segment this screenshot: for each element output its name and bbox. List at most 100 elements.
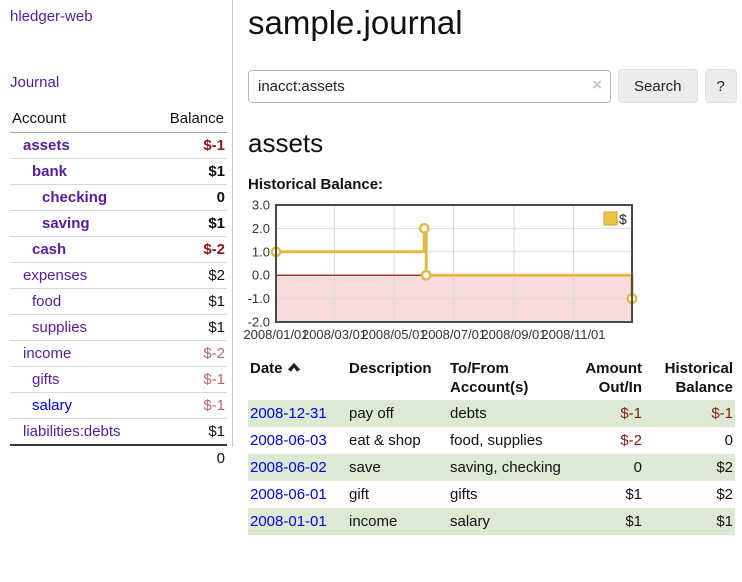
register-row: 2008-01-01 income salary $1 $1 xyxy=(248,508,735,535)
sort-ascending-icon xyxy=(287,360,301,379)
register-date-link[interactable]: 2008-01-01 xyxy=(250,513,327,530)
account-link[interactable]: cash xyxy=(32,241,67,258)
account-heading: assets xyxy=(248,128,324,158)
register-date: 2008-06-02 xyxy=(248,454,347,481)
account-balance: $-2 xyxy=(152,340,227,367)
register-accounts: saving, checking xyxy=(450,459,561,476)
chart-x-tick-label: 2008/07/01 xyxy=(421,327,486,342)
account-balance: $1 xyxy=(152,288,227,315)
account-balance: $-1 xyxy=(152,392,227,419)
account-balance: $1 xyxy=(152,418,227,445)
chart-x-tick-label: 2008/03/01 xyxy=(302,327,367,342)
account-link[interactable]: saving xyxy=(42,215,90,232)
account-balance: $2 xyxy=(152,262,227,289)
account-link[interactable]: expenses xyxy=(23,267,88,284)
account-link[interactable]: liabilities:debts xyxy=(23,423,121,440)
balance-chart[interactable]: $3.0 2.0 1.0 0.0 -1.0 -2.02008/01/012008/03/0… xyxy=(242,199,694,347)
chart-y-tick-label: 2.0 xyxy=(252,221,270,236)
register-description: eat & shop xyxy=(349,432,421,449)
app-brand-link[interactable]: hledger-web xyxy=(10,8,93,25)
register-description: gift xyxy=(349,486,370,503)
search-button[interactable]: Search xyxy=(618,69,698,103)
account-balance: $-1 xyxy=(152,366,227,393)
account-link[interactable]: checking xyxy=(42,189,108,206)
account-balance: $1 xyxy=(152,314,227,341)
register-col-date[interactable]: Date xyxy=(248,356,347,400)
register-balance: $-1 xyxy=(711,405,733,422)
account-link[interactable]: income xyxy=(23,345,72,362)
help-button[interactable]: ? xyxy=(704,69,737,103)
account-link[interactable]: gifts xyxy=(32,371,60,388)
chart-x-tick-label: 2008/11/01 xyxy=(541,327,605,342)
page-title: sample.journal xyxy=(248,4,463,41)
register-balance: 0 xyxy=(724,432,733,449)
chart-title: Historical Balance: xyxy=(248,176,384,193)
chart-legend-swatch xyxy=(603,211,618,226)
search-input[interactable] xyxy=(248,69,611,103)
register-accounts: food, supplies xyxy=(450,432,543,449)
chart-y-tick-label: 0.0 xyxy=(252,268,270,283)
clear-search-icon[interactable]: × xyxy=(592,74,602,94)
chart-y-tick-label: 1.0 xyxy=(252,244,270,259)
register-date: 2008-06-01 xyxy=(248,481,347,508)
chart-x-tick-label: 2008/01/01 xyxy=(243,327,308,342)
register-date-link[interactable]: 2008-12-31 xyxy=(250,405,327,422)
account-balance: $1 xyxy=(152,210,227,237)
register-balance: $2 xyxy=(716,486,733,503)
register-date-link[interactable]: 2008-06-01 xyxy=(250,486,327,503)
register-row: 2008-06-01 gift gifts $1 $2 xyxy=(248,481,735,508)
accounts-total: 0 xyxy=(152,444,227,471)
register-col-amount[interactable]: Amount Out/In xyxy=(585,360,642,396)
chart-y-tick-label: 3.0 xyxy=(252,199,270,213)
account-row: checking 0 xyxy=(10,184,227,211)
register-accounts: gifts xyxy=(450,486,478,503)
register-amount: $1 xyxy=(625,513,642,530)
chart-frame xyxy=(275,204,633,323)
account-row: salary $-1 xyxy=(10,392,227,419)
accounts-table-body: assets $-1 bank $1 checking 0 saving $1 cash $-2 e… xyxy=(10,133,227,471)
register-balance: $1 xyxy=(716,513,733,530)
register-date-link[interactable]: 2008-06-03 xyxy=(250,432,327,449)
register-table-body: 2008-12-31 pay off debts $-1 $-1 2008-06-03 ea… xyxy=(248,400,735,535)
accounts-table: Account Balance assets $-1 bank $1 checking 0… xyxy=(10,106,227,471)
main-content: sample.journal × Search ? assets Histori… xyxy=(243,0,742,535)
register-date: 2008-01-01 xyxy=(248,508,347,535)
account-link[interactable]: supplies xyxy=(32,319,88,336)
accounts-total-row: 0 xyxy=(10,444,227,471)
account-balance: $1 xyxy=(152,158,227,185)
register-row: 2008-06-02 save saving, checking 0 $2 xyxy=(248,454,735,481)
register-amount: $-1 xyxy=(620,405,642,422)
account-link[interactable]: assets xyxy=(23,137,70,154)
sidebar: hledger-web Journal Account Balance asse… xyxy=(0,0,233,471)
register-col-account[interactable]: To/From Account(s) xyxy=(450,360,529,396)
register-amount: 0 xyxy=(633,459,642,476)
register-date-link[interactable]: 2008-06-02 xyxy=(250,459,327,476)
chart-legend-label: $ xyxy=(619,211,627,227)
accounts-col-balance: Balance xyxy=(152,106,227,133)
register-col-balance[interactable]: Historical Balance xyxy=(664,360,733,396)
search-box: × xyxy=(248,69,611,103)
accounts-col-account: Account xyxy=(10,106,153,133)
account-row: income $-2 xyxy=(10,340,227,367)
chart-y-tick-label: -1.0 xyxy=(248,291,270,306)
account-row: food $1 xyxy=(10,288,227,315)
account-link[interactable]: bank xyxy=(32,163,68,180)
register-description: save xyxy=(349,459,381,476)
register-amount: $-2 xyxy=(620,432,642,449)
account-row: cash $-2 xyxy=(10,236,227,263)
register-description: pay off xyxy=(349,405,394,422)
account-link[interactable]: food xyxy=(32,293,62,310)
sidebar-item-journal[interactable]: Journal xyxy=(10,74,60,91)
register-date: 2008-12-31 xyxy=(248,400,347,427)
chart-data-marker xyxy=(418,223,430,234)
account-balance: $-1 xyxy=(203,137,225,154)
register-col-description[interactable]: Description xyxy=(349,360,432,377)
account-link[interactable]: salary xyxy=(32,397,73,414)
account-row: bank $1 xyxy=(10,158,227,185)
search-bar: × Search ? xyxy=(248,69,742,103)
account-row: saving $1 xyxy=(10,210,227,237)
register-amount: $1 xyxy=(625,486,642,503)
register-date: 2008-06-03 xyxy=(248,427,347,454)
account-balance: 0 xyxy=(152,184,227,211)
register-row: 2008-06-03 eat & shop food, supplies $-2 0 xyxy=(248,427,735,454)
